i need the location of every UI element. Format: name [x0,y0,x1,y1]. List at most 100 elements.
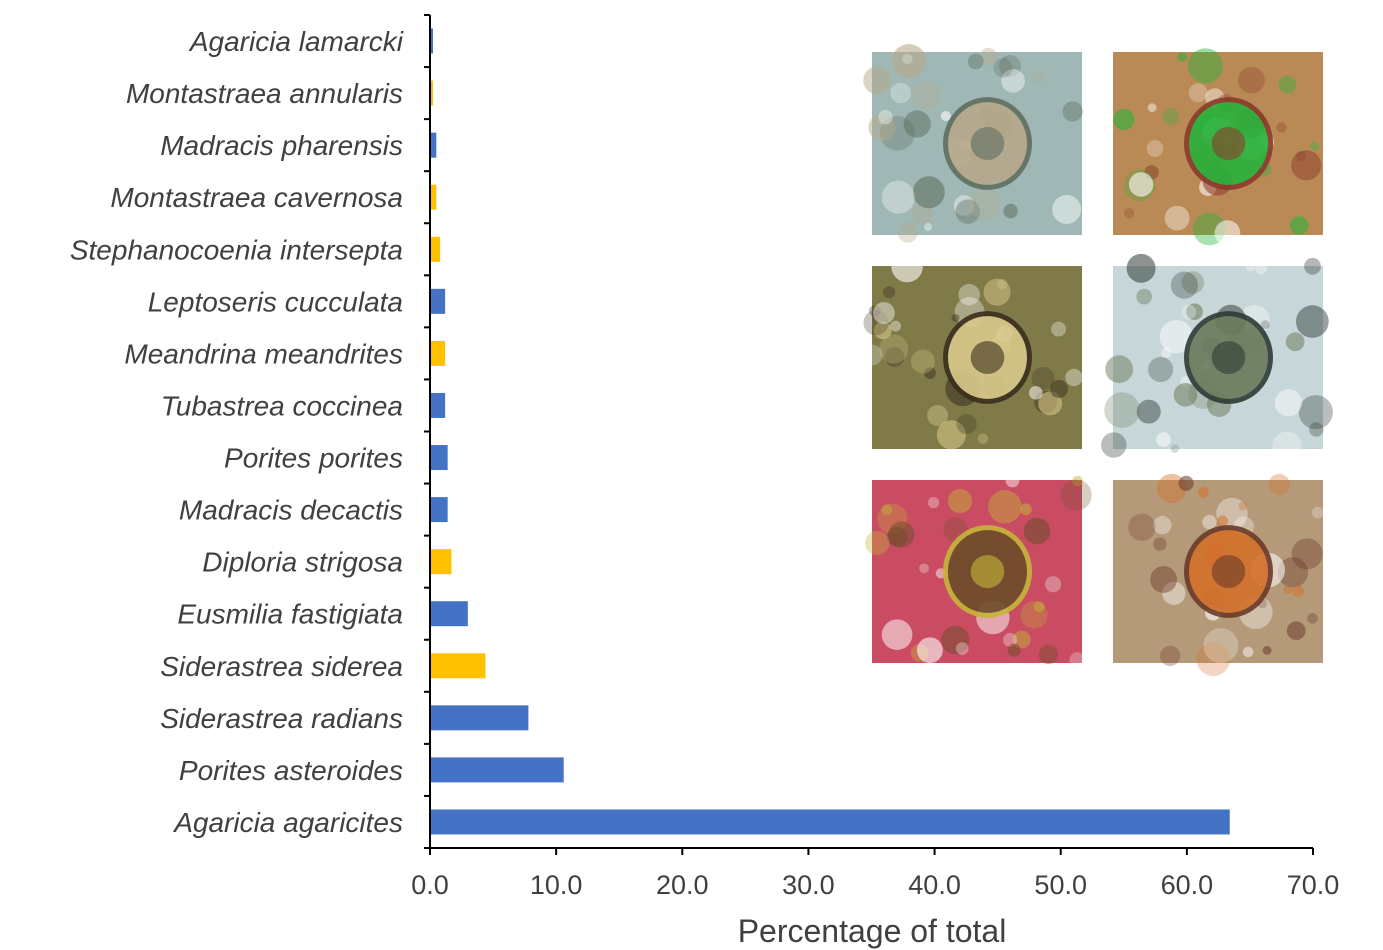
photo-texture [1113,108,1135,131]
photo-texture [888,521,915,548]
photo-texture [1136,288,1153,305]
photo-texture [1005,473,1020,488]
photo-texture [902,53,913,64]
photo-texture [1181,304,1197,320]
photo-texture [1153,515,1172,535]
photo-texture [983,278,1011,306]
photo-texture [1033,601,1045,613]
photo-texture [890,320,902,332]
bars [431,28,1230,835]
photo-texture [1159,645,1181,666]
photo-texture [1203,628,1239,664]
photo-texture [1197,486,1209,498]
photo-texture [988,490,1022,524]
photo-texture [1159,320,1193,354]
photo-texture [883,286,896,299]
photo-texture [1272,431,1302,461]
photo-texture [1214,220,1241,247]
x-tick-label: 60.0 [1161,870,1214,900]
bar-16 [431,809,1230,835]
bar-9 [431,445,448,471]
photo-texture [1051,321,1067,337]
photo-texture [1285,332,1305,352]
photo-texture [1188,83,1208,103]
photo-texture [1104,392,1140,428]
photo-texture [1304,257,1321,275]
photo-texture [999,55,1022,77]
photo-texture [1276,122,1287,133]
photo-texture [890,82,911,104]
coral-photo-3 [861,250,1083,450]
photo-texture [1162,581,1186,605]
photo-texture [879,334,909,364]
photo-texture [1003,203,1018,219]
photo-texture [1181,271,1205,294]
photo-texture [1309,422,1324,437]
photo-texture [996,278,1008,290]
category-labels: Agaricia lamarcki Montastraea annularis Ma… [70,26,404,838]
category-label: Porites asteroides [179,755,403,786]
photo-texture [1278,75,1297,94]
photo-texture [927,496,940,509]
category-label: Diploria strigosa [202,547,403,578]
photo-texture [967,53,984,70]
coral-center [1211,555,1246,588]
photo-texture [1170,444,1180,453]
photo-texture [913,80,942,110]
photo-texture [912,176,945,209]
photo-texture [947,488,973,514]
photo-texture [1126,253,1156,283]
photo-texture [1160,347,1172,359]
photo-texture [1238,501,1248,511]
photo-texture [1124,208,1135,219]
bar-13 [431,653,486,679]
photo-texture [897,222,919,243]
x-tick-label: 0.0 [411,870,449,900]
photo-texture [1156,432,1171,447]
coral-photos [861,44,1333,677]
photo-texture [953,195,975,216]
category-label: Meandrina meandrites [124,338,403,369]
category-label: Leptoseris cucculata [148,286,403,317]
photo-texture [1292,585,1304,598]
photo-texture [1128,513,1156,541]
coral-photo-6 [1113,473,1324,677]
photo-texture [977,433,989,444]
bar-2 [431,80,433,106]
category-label: Siderastrea radians [160,703,403,734]
photo-texture [884,346,905,367]
photo-texture [863,310,889,336]
photo-texture [1023,517,1051,545]
photo-texture [881,619,913,650]
photo-texture [1255,262,1267,275]
photo-texture [1310,141,1319,151]
photo-texture [1202,514,1217,530]
photo-texture [1173,382,1198,407]
x-tick-label: 10.0 [530,870,583,900]
photo-texture [1246,263,1255,272]
photo-texture [1028,386,1043,400]
photo-texture [968,188,1001,220]
photo-texture [1196,642,1231,677]
bar-15 [431,757,564,783]
photo-texture [1307,613,1318,624]
photo-texture [1065,368,1083,387]
photo-texture [919,563,930,574]
bar-14 [431,705,529,731]
photo-texture [1020,601,1048,629]
photo-texture [903,110,931,138]
photo-texture [955,642,969,655]
category-label: Madracis decactis [179,495,403,526]
photo-texture [1170,271,1199,299]
category-label: Siderastrea siderea [160,651,403,682]
bar-11 [431,549,452,575]
category-label: Agaricia agaricites [172,807,403,838]
photo-texture [1298,395,1333,430]
photo-texture [1147,103,1157,113]
photo-texture [891,250,923,283]
photo-texture [1286,621,1306,641]
x-axis-ticks: 0.0 10.0 20.0 30.0 40.0 50.0 60.0 70.0 [411,848,1339,900]
photo-texture [1289,216,1309,235]
photo-texture [1012,630,1031,649]
photo-texture [868,113,896,141]
